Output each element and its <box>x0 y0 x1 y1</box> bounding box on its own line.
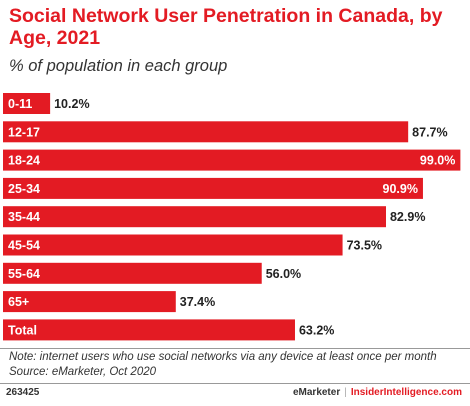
bar-chart: 0-11 10.2% 12-17 87.7% 18-24 99.0% 25-34 90.9% 3… <box>3 93 461 341</box>
category-label-Total: Total <box>8 323 37 337</box>
bar-65+ <box>3 291 176 313</box>
chart-id: 263425 <box>6 387 40 398</box>
notes-divider <box>0 348 470 349</box>
footer-separator: | <box>344 387 347 398</box>
value-label-25-34: 90.9% <box>383 182 418 196</box>
category-label-18-24: 18-24 <box>8 154 40 168</box>
chart-title: Social Network User Penetration in Canad… <box>9 5 443 49</box>
category-label-55-64: 55-64 <box>8 267 40 281</box>
footer-divider <box>0 383 470 384</box>
bar-25-34 <box>3 177 423 199</box>
footer-brands: eMarketer | InsiderIntelligence.com <box>293 387 462 398</box>
category-label-35-44: 35-44 <box>8 210 40 224</box>
value-label-18-24: 99.0% <box>420 154 455 168</box>
bar-0-11 <box>3 93 51 114</box>
bar-12-17 <box>3 121 409 143</box>
chart-subtitle: % of population in each group <box>9 57 228 75</box>
category-label-45-54: 45-54 <box>8 239 40 253</box>
chart-note: Note: internet users who use social netw… <box>9 351 437 363</box>
category-label-65+: 65+ <box>8 295 29 309</box>
value-label-Total: 63.2% <box>299 323 334 337</box>
bar-Total <box>3 319 295 341</box>
bar-55-64 <box>3 262 262 284</box>
bar-35-44 <box>3 206 386 228</box>
value-label-65+: 37.4% <box>180 295 215 309</box>
value-label-0-11: 10.2% <box>54 97 89 111</box>
category-label-0-11: 0-11 <box>8 97 32 111</box>
bar-45-54 <box>3 234 343 256</box>
category-label-12-17: 12-17 <box>8 125 40 139</box>
value-label-55-64: 56.0% <box>266 267 301 281</box>
value-label-35-44: 82.9% <box>390 210 425 224</box>
chart-source: Source: eMarketer, Oct 2020 <box>9 366 157 378</box>
value-label-45-54: 73.5% <box>347 239 382 253</box>
bar-18-24 <box>3 149 461 171</box>
brand-emarketer: eMarketer <box>292 387 341 398</box>
brand-insider-intelligence: InsiderIntelligence.com <box>350 387 462 398</box>
category-label-25-34: 25-34 <box>8 182 40 196</box>
value-label-12-17: 87.7% <box>412 125 447 139</box>
